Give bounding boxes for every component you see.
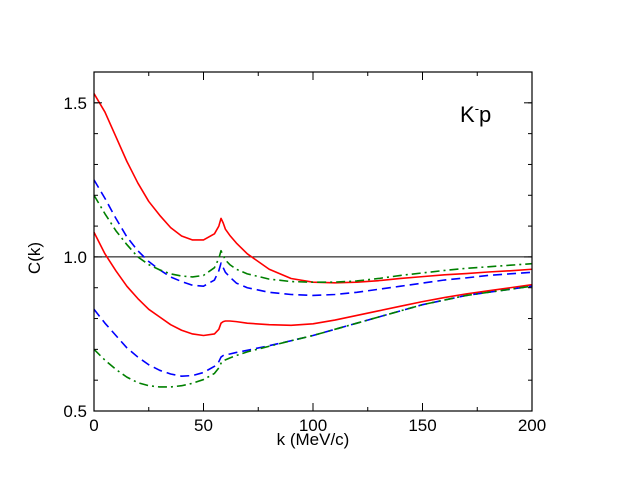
annotation-superscript: - bbox=[475, 101, 479, 116]
series-blue-dashed-lower bbox=[93, 285, 533, 377]
x-tick-label: 150 bbox=[408, 416, 436, 435]
y-axis-title: C(k) bbox=[25, 242, 44, 274]
y-tick-label: 1.5 bbox=[63, 94, 87, 113]
y-tick-label: 1.0 bbox=[63, 248, 87, 267]
x-tick-label: 100 bbox=[299, 416, 327, 435]
x-tick-label: 0 bbox=[89, 416, 98, 435]
y-axis: 0.5 1.0 1.5 bbox=[63, 71, 532, 421]
series-green-dashdot-lower bbox=[93, 285, 533, 388]
x-axis: 0 50 100 150 200 bbox=[89, 72, 546, 435]
series-red-solid-lower bbox=[93, 231, 533, 337]
y-tick-label: 0.5 bbox=[63, 402, 87, 421]
x-tick-label: 50 bbox=[194, 416, 213, 435]
series-red-solid-upper bbox=[93, 93, 533, 284]
x-tick-label: 200 bbox=[518, 416, 546, 435]
x-axis-title: k (MeV/c) bbox=[277, 430, 350, 449]
series-layer bbox=[93, 93, 533, 388]
annotation-base: K bbox=[460, 102, 475, 127]
annotation-tail: p bbox=[479, 102, 491, 127]
series-blue-dashed-upper bbox=[93, 179, 533, 297]
annotation-label: K-p bbox=[460, 101, 491, 127]
series-green-dashdot-upper bbox=[93, 194, 533, 283]
